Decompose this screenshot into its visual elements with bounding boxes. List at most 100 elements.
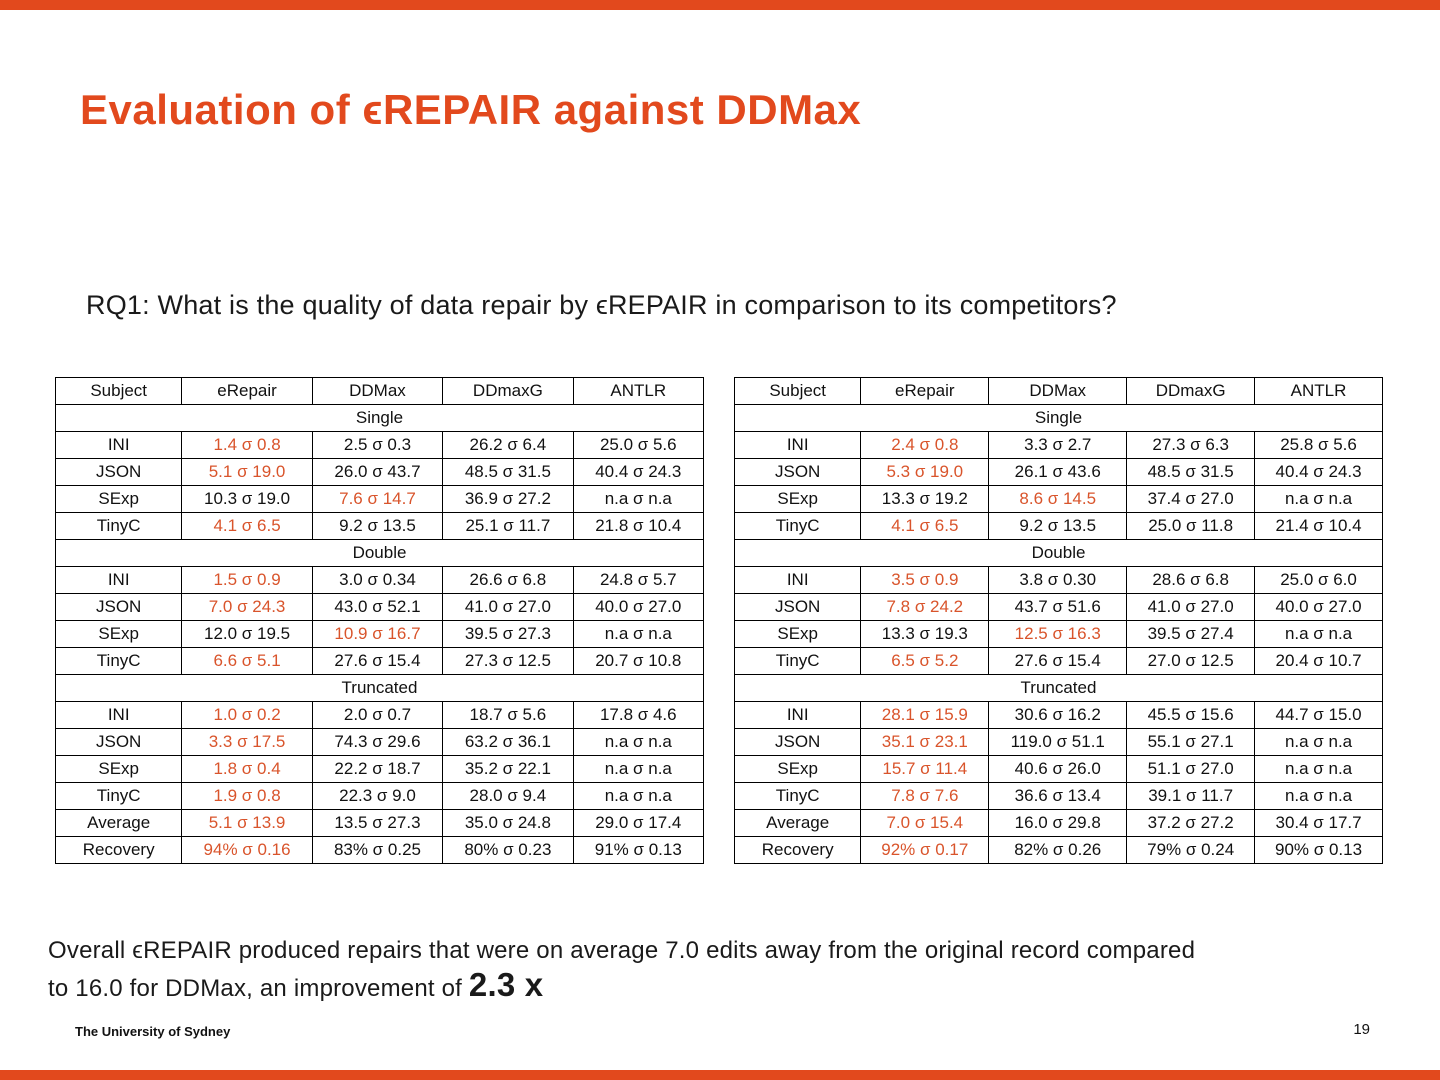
value-cell: 35.2 σ 22.1 — [442, 755, 574, 783]
section-row: Single — [734, 404, 1383, 432]
section-label: Truncated — [734, 674, 1383, 702]
conclusion-line1: Overall ϵREPAIR produced repairs that we… — [48, 937, 1196, 964]
column-header: DDMax — [988, 377, 1128, 405]
column-header: DDmaxG — [1126, 377, 1256, 405]
table-row: Recovery 92% σ 0.17 82% σ 0.26 79% σ 0.24 90… — [733, 836, 1383, 864]
value-cell: 9.2 σ 13.5 — [311, 512, 444, 540]
value-cell: 29.0 σ 17.4 — [572, 809, 705, 837]
value-cell: 3.5 σ 0.9 — [860, 566, 990, 594]
value-cell: 35.1 σ 23.1 — [860, 728, 990, 756]
value-cell: 3.3 σ 17.5 — [181, 728, 313, 756]
value-cell: 40.4 σ 24.3 — [1254, 458, 1383, 486]
value-cell: 63.2 σ 36.1 — [442, 728, 574, 756]
subject-cell: Recovery — [733, 836, 862, 864]
subject-cell: INI — [54, 566, 183, 594]
value-cell: 21.8 σ 10.4 — [572, 512, 705, 540]
column-header: Subject — [733, 377, 862, 405]
table-row: JSON 7.0 σ 24.3 43.0 σ 52.1 41.0 σ 27.0 40.0… — [54, 593, 705, 621]
table-row: TinyC 1.9 σ 0.8 22.3 σ 9.0 28.0 σ 9.4 n.a σ … — [54, 782, 705, 810]
value-cell: 16.0 σ 29.8 — [988, 809, 1128, 837]
value-cell: 48.5 σ 31.5 — [1126, 458, 1256, 486]
subject-cell: JSON — [54, 458, 183, 486]
header-row: Subject eRepair DDMax DDmaxG ANTLR — [733, 377, 1383, 405]
value-cell: 26.1 σ 43.6 — [988, 458, 1128, 486]
value-cell: 30.4 σ 17.7 — [1254, 809, 1383, 837]
value-cell: 37.4 σ 27.0 — [1126, 485, 1256, 513]
table-row: Average 7.0 σ 15.4 16.0 σ 29.8 37.2 σ 27.2 3… — [733, 809, 1383, 837]
table-row: SExp 10.3 σ 19.0 7.6 σ 14.7 36.9 σ 27.2 n.a … — [54, 485, 705, 513]
value-cell: 4.1 σ 6.5 — [860, 512, 990, 540]
table-row: JSON 5.3 σ 19.0 26.1 σ 43.6 48.5 σ 31.5 40.4… — [733, 458, 1383, 486]
value-cell: 27.0 σ 12.5 — [1126, 647, 1256, 675]
value-cell: n.a σ n.a — [572, 620, 705, 648]
value-cell: 92% σ 0.17 — [860, 836, 990, 864]
value-cell: 18.7 σ 5.6 — [442, 701, 574, 729]
value-cell: 40.0 σ 27.0 — [572, 593, 705, 621]
section-label: Truncated — [55, 674, 704, 702]
value-cell: 94% σ 0.16 — [181, 836, 313, 864]
value-cell: 39.1 σ 11.7 — [1126, 782, 1256, 810]
value-cell: 24.8 σ 5.7 — [572, 566, 705, 594]
value-cell: 12.0 σ 19.5 — [181, 620, 313, 648]
value-cell: 5.1 σ 19.0 — [181, 458, 313, 486]
subject-cell: TinyC — [54, 647, 183, 675]
table-row: JSON 35.1 σ 23.1 119.0 σ 51.1 55.1 σ 27.1 n.… — [733, 728, 1383, 756]
table-row: SExp 12.0 σ 19.5 10.9 σ 16.7 39.5 σ 27.3 n.a… — [54, 620, 705, 648]
table-row: TinyC 4.1 σ 6.5 9.2 σ 13.5 25.0 σ 11.8 21.4 … — [733, 512, 1383, 540]
table-row: INI 1.5 σ 0.9 3.0 σ 0.34 26.6 σ 6.8 24.8 σ 5… — [54, 566, 705, 594]
header-row: Subject eRepair DDMax DDmaxG ANTLR — [54, 377, 705, 405]
section-row: Truncated — [55, 674, 704, 702]
value-cell: 15.7 σ 11.4 — [860, 755, 990, 783]
value-cell: 36.9 σ 27.2 — [442, 485, 574, 513]
value-cell: 2.5 σ 0.3 — [311, 431, 444, 459]
value-cell: n.a σ n.a — [1254, 485, 1383, 513]
table-row: Average 5.1 σ 13.9 13.5 σ 27.3 35.0 σ 24.8 2… — [54, 809, 705, 837]
value-cell: 10.9 σ 16.7 — [311, 620, 444, 648]
value-cell: 20.7 σ 10.8 — [572, 647, 705, 675]
value-cell: 20.4 σ 10.7 — [1254, 647, 1383, 675]
slide-title: Evaluation of ϵREPAIR against DDMax — [80, 86, 862, 133]
value-cell: 4.1 σ 6.5 — [181, 512, 313, 540]
section-label: Double — [55, 539, 704, 567]
value-cell: n.a σ n.a — [572, 728, 705, 756]
subject-cell: SExp — [733, 620, 862, 648]
table-row: TinyC 6.5 σ 5.2 27.6 σ 15.4 27.0 σ 12.5 20.4… — [733, 647, 1383, 675]
section-label: Single — [734, 404, 1383, 432]
value-cell: 3.8 σ 0.30 — [988, 566, 1128, 594]
value-cell: 12.5 σ 16.3 — [988, 620, 1128, 648]
value-cell: 25.0 σ 6.0 — [1254, 566, 1383, 594]
subject-cell: JSON — [733, 593, 862, 621]
value-cell: 7.8 σ 7.6 — [860, 782, 990, 810]
table-row: Recovery 94% σ 0.16 83% σ 0.25 80% σ 0.23 91… — [54, 836, 705, 864]
conclusion-emphasis: 2.3 x — [468, 966, 544, 1004]
value-cell: 1.4 σ 0.8 — [181, 431, 313, 459]
value-cell: 40.4 σ 24.3 — [572, 458, 705, 486]
value-cell: 27.3 σ 6.3 — [1126, 431, 1256, 459]
results-table-right: Subject eRepair DDMax DDmaxG ANTLR Single INI 2… — [733, 377, 1383, 864]
value-cell: 8.6 σ 14.5 — [988, 485, 1128, 513]
research-question: RQ1: What is the quality of data repair … — [86, 290, 1117, 320]
value-cell: 39.5 σ 27.4 — [1126, 620, 1256, 648]
subject-cell: Recovery — [54, 836, 183, 864]
results-tables: Subject eRepair DDMax DDmaxG ANTLR Single INI 1… — [54, 377, 1383, 864]
value-cell: 5.1 σ 13.9 — [181, 809, 313, 837]
subject-cell: SExp — [733, 755, 862, 783]
value-cell: 22.3 σ 9.0 — [311, 782, 444, 810]
value-cell: 2.0 σ 0.7 — [311, 701, 444, 729]
value-cell: 3.0 σ 0.34 — [311, 566, 444, 594]
value-cell: 22.2 σ 18.7 — [311, 755, 444, 783]
column-header: Subject — [54, 377, 183, 405]
value-cell: 48.5 σ 31.5 — [442, 458, 574, 486]
value-cell: 43.0 σ 52.1 — [311, 593, 444, 621]
value-cell: 28.0 σ 9.4 — [442, 782, 574, 810]
subject-cell: TinyC — [54, 782, 183, 810]
table-row: INI 3.5 σ 0.9 3.8 σ 0.30 28.6 σ 6.8 25.0 σ 6… — [733, 566, 1383, 594]
value-cell: 55.1 σ 27.1 — [1126, 728, 1256, 756]
column-header: DDMax — [311, 377, 444, 405]
table-row: JSON 7.8 σ 24.2 43.7 σ 51.6 41.0 σ 27.0 40.0… — [733, 593, 1383, 621]
subject-cell: TinyC — [733, 782, 862, 810]
value-cell: 27.3 σ 12.5 — [442, 647, 574, 675]
value-cell: 90% σ 0.13 — [1254, 836, 1383, 864]
section-row: Double — [734, 539, 1383, 567]
